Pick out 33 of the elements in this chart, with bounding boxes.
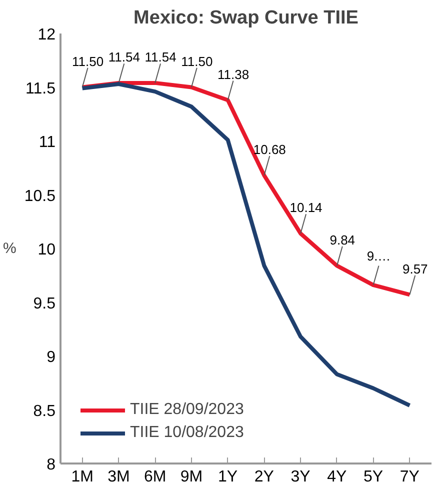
- x-tick-label: 3M: [108, 468, 130, 486]
- data-label: 11.54: [144, 50, 176, 65]
- y-tick-label: 9.5: [33, 295, 56, 312]
- data-label: 9.84: [330, 232, 356, 248]
- y-tick-label: 9: [46, 349, 56, 366]
- x-tick-label: 6M: [144, 468, 166, 486]
- y-tick-label: 12: [38, 26, 56, 44]
- y-tick-label: 10: [38, 242, 56, 258]
- y-tick-label: 8.5: [33, 402, 56, 420]
- y-tick-label: 10.5: [24, 188, 56, 205]
- x-tick-label: 1M: [71, 468, 94, 486]
- x-tick-label: 1Y: [218, 468, 238, 486]
- x-tick-label: 5Y: [364, 468, 384, 486]
- chart-title: Mexico: Swap Curve TIIE: [134, 8, 358, 28]
- data-label: 10.14: [290, 200, 322, 216]
- data-label: 10.68: [253, 142, 286, 158]
- data-label: 9.…: [366, 248, 391, 264]
- y-tick-label: 11: [38, 134, 56, 151]
- legend-label: TIIE 28/09/2023: [130, 401, 244, 419]
- x-tick-label: 3Y: [290, 468, 311, 486]
- x-tick-label: 7Y: [400, 468, 420, 486]
- y-axis-title: %: [3, 240, 16, 257]
- data-label: 9.57: [402, 261, 428, 276]
- data-label: 11.38: [217, 66, 250, 82]
- x-tick-label: 9M: [180, 468, 203, 486]
- data-label: 11.50: [181, 54, 213, 69]
- legend-label: TIIE 10/08/2023: [130, 424, 244, 442]
- data-label: 11.50: [72, 54, 104, 69]
- y-tick-label: 11.5: [26, 80, 56, 98]
- data-label: 11.54: [108, 50, 140, 65]
- x-tick-label: 4Y: [327, 468, 348, 486]
- y-tick-label: 8: [46, 456, 56, 474]
- x-tick-label: 2Y: [254, 468, 274, 486]
